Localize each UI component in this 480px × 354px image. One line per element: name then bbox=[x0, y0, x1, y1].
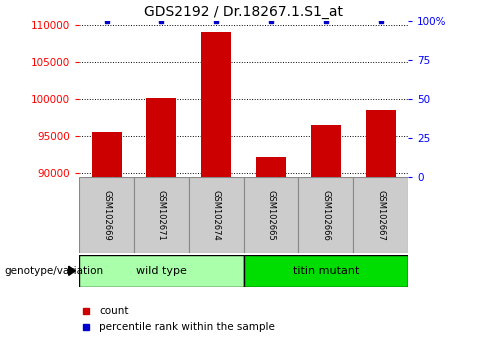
Bar bbox=[79, 255, 244, 287]
Bar bbox=[79, 177, 134, 253]
Bar bbox=[244, 177, 299, 253]
Text: titin mutant: titin mutant bbox=[293, 266, 359, 276]
Polygon shape bbox=[69, 266, 75, 275]
Bar bbox=[146, 98, 177, 177]
Bar bbox=[189, 177, 244, 253]
Bar bbox=[92, 132, 121, 177]
Bar bbox=[311, 125, 341, 177]
Bar bbox=[244, 255, 408, 287]
Text: genotype/variation: genotype/variation bbox=[5, 266, 104, 276]
Text: wild type: wild type bbox=[136, 266, 187, 276]
Text: GSM102671: GSM102671 bbox=[157, 190, 166, 240]
Bar bbox=[134, 177, 189, 253]
Text: percentile rank within the sample: percentile rank within the sample bbox=[99, 322, 275, 332]
Text: GSM102665: GSM102665 bbox=[266, 190, 276, 240]
Title: GDS2192 / Dr.18267.1.S1_at: GDS2192 / Dr.18267.1.S1_at bbox=[144, 5, 343, 19]
Bar bbox=[366, 110, 396, 177]
Bar bbox=[201, 32, 231, 177]
Bar bbox=[256, 157, 286, 177]
Text: GSM102666: GSM102666 bbox=[321, 190, 330, 240]
Bar bbox=[353, 177, 408, 253]
Text: count: count bbox=[99, 306, 129, 316]
Text: GSM102674: GSM102674 bbox=[212, 190, 221, 240]
Bar bbox=[299, 177, 353, 253]
Text: GSM102669: GSM102669 bbox=[102, 190, 111, 240]
Text: GSM102667: GSM102667 bbox=[376, 190, 385, 240]
